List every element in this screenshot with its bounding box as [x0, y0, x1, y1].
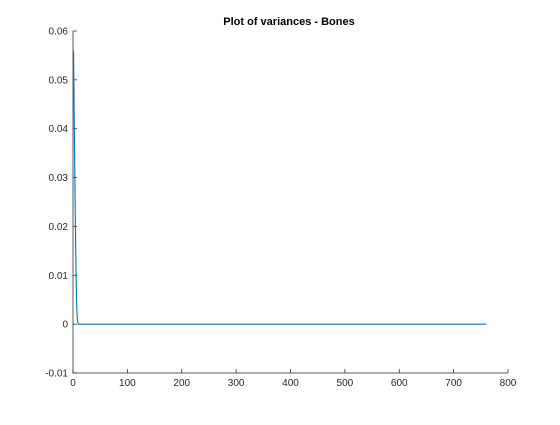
x-tick-label: 500 — [337, 378, 354, 389]
y-tick-label: 0.03 — [49, 173, 69, 184]
x-tick-label: 300 — [228, 378, 245, 389]
x-tick-label: 700 — [445, 378, 462, 389]
y-tick-label: 0.01 — [49, 271, 69, 282]
axes — [72, 31, 508, 374]
y-tick-label: 0.05 — [49, 75, 69, 86]
y-axis-ticks: -0.01 0 0.01 0.02 0.03 0.04 0.05 0.06 — [45, 27, 77, 380]
y-tick-label: 0.06 — [49, 27, 69, 38]
x-tick-label: 0 — [70, 378, 76, 389]
plot-area — [72, 50, 487, 325]
x-tick-label: 400 — [282, 378, 299, 389]
x-tick-label: 200 — [173, 378, 190, 389]
x-tick-label: 600 — [391, 378, 408, 389]
y-tick-label: 0 — [62, 320, 68, 331]
x-tick-label: 100 — [119, 378, 136, 389]
y-tick-label: -0.01 — [45, 369, 68, 380]
y-tick-label: 0.02 — [49, 222, 69, 233]
x-tick-label: 800 — [500, 378, 517, 389]
chart-title: Plot of variances - Bones — [223, 16, 354, 28]
series-line — [72, 50, 487, 325]
x-axis-ticks: 0 100 200 300 400 500 600 700 800 — [70, 369, 517, 389]
y-tick-label: 0.04 — [49, 124, 69, 135]
